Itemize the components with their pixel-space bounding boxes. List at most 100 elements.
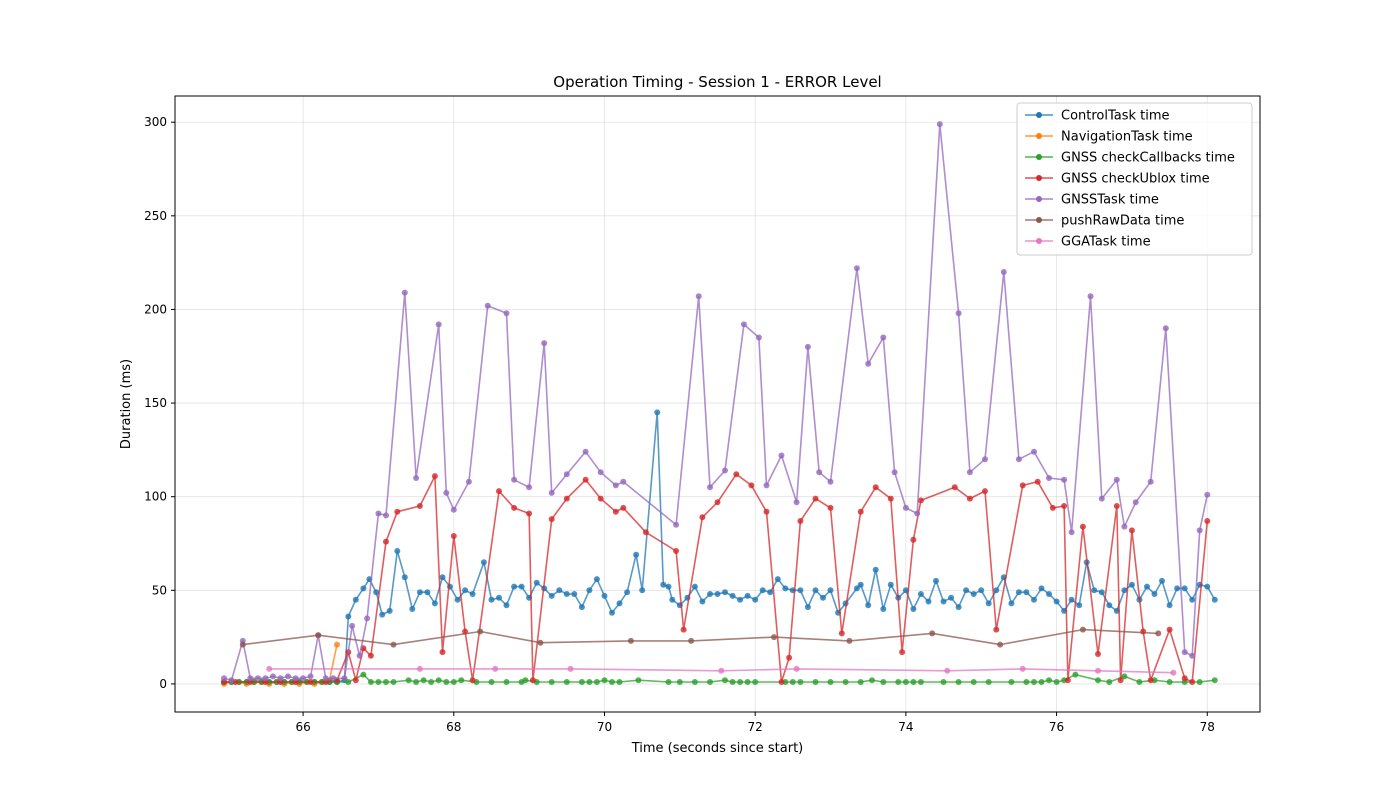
data-point: [360, 585, 367, 592]
data-point: [665, 583, 672, 590]
data-point: [1113, 503, 1120, 509]
data-point: [1019, 665, 1026, 672]
series-line: [269, 668, 1174, 674]
data-point: [1008, 600, 1015, 607]
data-point: [270, 673, 276, 680]
data-point: [1019, 482, 1026, 489]
data-point: [752, 679, 759, 685]
data-point: [1196, 527, 1203, 534]
data-point: [496, 488, 502, 495]
data-point: [352, 677, 359, 684]
data-point: [691, 583, 698, 590]
data-point: [578, 679, 585, 685]
y-tick-label: 100: [144, 490, 167, 504]
data-point: [793, 499, 800, 506]
data-point: [763, 482, 770, 489]
data-point: [1031, 448, 1037, 455]
data-point: [352, 596, 359, 603]
data-point: [804, 343, 811, 350]
legend-label: GNSS checkUblox time: [1061, 172, 1210, 187]
data-point: [774, 576, 781, 583]
y-tick-label: 250: [144, 209, 167, 223]
data-point: [1136, 679, 1143, 685]
data-point: [1189, 679, 1196, 685]
axis-ticks: 66 68 70 72 74 76 78 0 50 100 150 200 250 300: [144, 115, 1215, 734]
data-point: [563, 471, 570, 478]
data-point: [639, 587, 646, 594]
data-point: [880, 606, 887, 612]
legend-label: NavigationTask time: [1061, 130, 1193, 145]
data-point: [315, 632, 322, 639]
data-point: [511, 476, 518, 483]
data-point: [488, 596, 495, 603]
data-point: [1095, 677, 1101, 684]
data-point: [816, 469, 823, 476]
data-point: [978, 587, 985, 594]
data-point: [480, 559, 487, 566]
data-point: [364, 615, 371, 622]
data-point: [673, 548, 680, 554]
data-point: [1181, 585, 1188, 592]
data-point: [846, 637, 853, 644]
data-point: [853, 265, 860, 272]
data-point: [944, 667, 951, 674]
data-point: [503, 679, 510, 685]
data-point: [401, 574, 408, 581]
data-point: [394, 548, 401, 554]
data-point: [1061, 503, 1068, 509]
data-point: [782, 585, 789, 592]
data-point: [1079, 523, 1086, 530]
data-point: [413, 475, 420, 481]
data-point: [767, 589, 774, 596]
data-point: [1159, 577, 1165, 584]
data-point: [356, 652, 363, 659]
data-point: [872, 484, 879, 491]
data-point: [375, 679, 382, 685]
data-point: [1181, 649, 1188, 656]
data-point: [1189, 596, 1196, 603]
data-point: [1053, 679, 1060, 685]
data-point: [307, 673, 314, 680]
data-point: [616, 600, 623, 607]
data-point: [899, 649, 906, 656]
data-point: [435, 321, 442, 328]
data-point: [917, 591, 924, 597]
chart-title: Operation Timing - Session 1 - ERROR Lev…: [553, 73, 881, 91]
data-point: [518, 583, 525, 590]
grid: [175, 96, 1260, 712]
x-tick-label: 72: [748, 720, 763, 734]
data-point: [450, 679, 457, 685]
data-point: [718, 667, 725, 674]
data-point: [752, 596, 759, 603]
legend-entry: GGATask time: [1025, 235, 1151, 250]
data-point: [616, 679, 623, 685]
legend-swatch-marker: [1036, 133, 1042, 139]
data-point: [759, 587, 766, 594]
data-point: [1128, 581, 1135, 588]
data-point: [1140, 628, 1147, 635]
data-point: [1155, 630, 1162, 637]
data-point: [1015, 589, 1022, 596]
data-point: [1106, 679, 1113, 685]
data-point: [1053, 598, 1060, 605]
data-point: [1204, 583, 1211, 590]
data-point: [970, 679, 977, 685]
data-point: [609, 609, 615, 616]
series-line: [224, 673, 1215, 683]
data-point: [857, 581, 864, 588]
data-point: [955, 604, 962, 611]
data-point: [379, 611, 386, 618]
data-point: [593, 679, 600, 685]
data-point: [1015, 456, 1022, 463]
data-point: [262, 675, 269, 682]
data-point: [424, 589, 431, 596]
data-point: [383, 512, 389, 519]
data-point: [533, 579, 540, 586]
data-point: [1061, 476, 1068, 483]
data-point: [1046, 475, 1052, 481]
data-point: [763, 508, 770, 515]
legend-swatch-marker: [1036, 238, 1042, 244]
data-point: [1031, 596, 1037, 603]
data-point: [714, 499, 721, 506]
data-point: [1196, 679, 1203, 685]
